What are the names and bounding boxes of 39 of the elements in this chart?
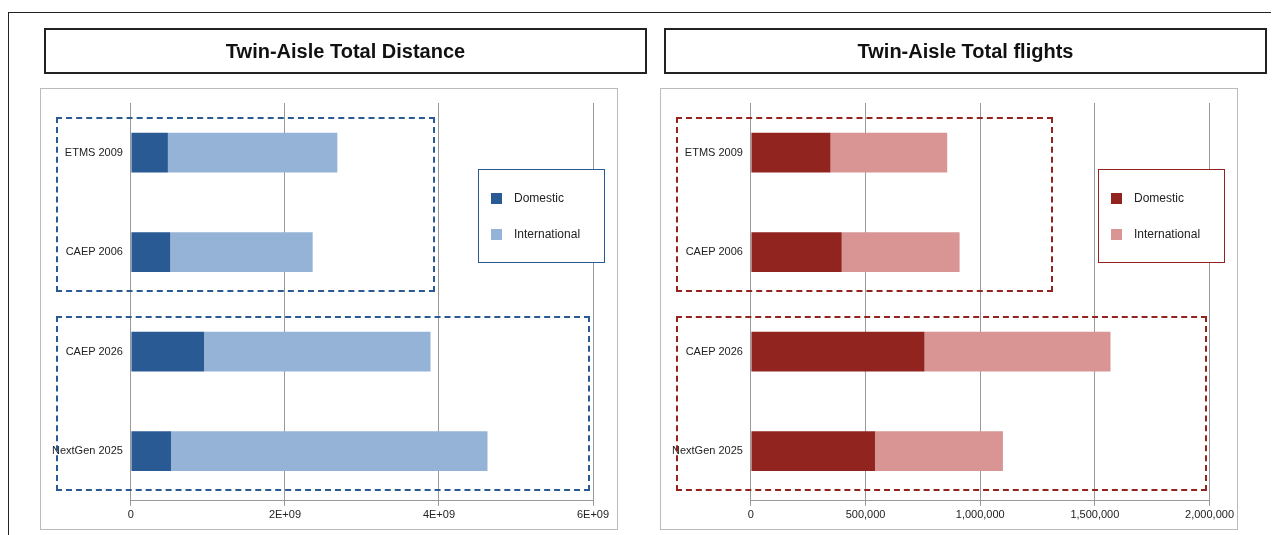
x-tick-label: 6E+09 [576,508,610,521]
x-tick-label: 2,000,000 [1185,508,1234,521]
bar [170,431,488,471]
bar [924,331,1111,372]
y-tick-label: ETMS 2009 [64,145,123,158]
bar [204,331,431,372]
legend-label: Domestic [1134,191,1185,205]
x-tick-label: 500,000 [845,508,886,521]
bar [830,132,948,173]
x-tick-label: 0 [127,508,134,521]
chart-title: Twin-Aisle Total Distance [44,28,647,74]
bar [751,331,925,372]
y-tick-label: CAEP 2026 [65,344,123,357]
y-tick-label: NextGen 2025 [672,444,743,457]
legend-label: International [514,227,581,241]
bar [874,431,1003,471]
y-tick-label: ETMS 2009 [684,145,743,158]
bar [751,431,875,471]
x-tick-label: 4E+09 [422,508,456,521]
y-tick-label: CAEP 2006 [65,245,123,258]
y-tick-label: CAEP 2026 [685,344,743,357]
bar [751,132,831,173]
x-tick-label: 1,000,000 [955,508,1005,521]
bar [131,431,171,471]
legend-label: Domestic [514,191,565,205]
bar [751,232,842,273]
y-tick-label: CAEP 2006 [685,245,743,258]
bar [170,232,313,273]
bar [167,132,338,173]
legend-label: International [1134,227,1201,241]
bar [131,232,171,273]
x-tick-label: 0 [747,508,754,521]
x-tick-label: 2E+09 [268,508,302,521]
bar [131,132,168,173]
chart-title: Twin-Aisle Total flights [664,28,1267,74]
bar [131,331,205,372]
bar [841,232,960,273]
x-tick-label: 1,500,000 [1070,508,1120,521]
y-tick-label: NextGen 2025 [52,444,123,457]
